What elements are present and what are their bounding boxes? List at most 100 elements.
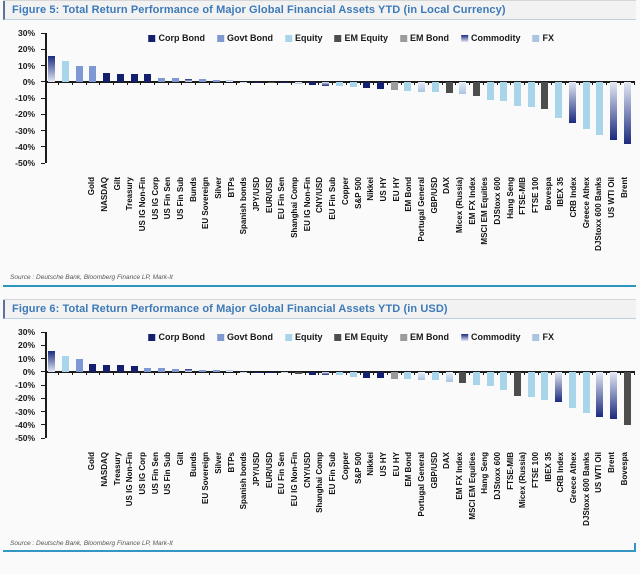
x-axis-label: S&P 500 bbox=[353, 452, 363, 484]
legend-label: FX bbox=[542, 332, 555, 342]
x-axis-tick bbox=[332, 81, 334, 86]
x-axis-label: DJStoxx 600 Banks bbox=[594, 177, 604, 251]
bar bbox=[623, 81, 631, 144]
figure6-section: Figure 6: Total Return Performance of Ma… bbox=[3, 299, 636, 552]
x-axis-tick bbox=[359, 81, 361, 86]
bar bbox=[336, 81, 343, 86]
x-axis-tick bbox=[441, 81, 443, 86]
x-axis-tick bbox=[71, 81, 73, 86]
x-axis-label: DJStoxx 600 bbox=[492, 177, 502, 225]
bar bbox=[431, 81, 439, 93]
source-note: Source : Deutsche Bank, Bloomberg Financ… bbox=[10, 274, 173, 281]
y-axis-tick-label: -30% bbox=[15, 406, 35, 417]
bar bbox=[445, 371, 453, 383]
y-axis-tick-label: 20% bbox=[17, 44, 35, 54]
legend-item: EM Bond bbox=[400, 332, 449, 342]
x-axis-label: EM FX Index bbox=[467, 177, 477, 225]
bar bbox=[48, 350, 56, 372]
bar bbox=[555, 81, 563, 118]
y-axis-tick bbox=[41, 65, 45, 66]
legend-item: EM Equity bbox=[334, 33, 389, 43]
y-axis-tick bbox=[41, 113, 45, 115]
bar bbox=[418, 371, 426, 380]
x-axis-label: US IG Non-Fin bbox=[125, 452, 135, 507]
x-axis-label: US IG Corp bbox=[150, 177, 160, 220]
y-axis-tick bbox=[41, 358, 45, 359]
x-axis-label: CRB Index bbox=[556, 452, 566, 493]
legend-swatch-em-equity bbox=[334, 333, 342, 341]
x-axis-label: MSCI EM Equities bbox=[480, 177, 490, 245]
x-axis-label: EM Bond bbox=[404, 177, 414, 212]
y-axis-tick bbox=[41, 130, 45, 131]
x-axis-label: IBEX 35 bbox=[543, 452, 553, 482]
x-axis-labels: Gold NASDAQ Treasury US IG Non-Fin US IG Cor… bbox=[87, 451, 632, 537]
y-axis-tick bbox=[41, 162, 45, 164]
x-axis-label: EU Sovereign bbox=[201, 452, 211, 505]
bar bbox=[226, 80, 234, 82]
bar bbox=[500, 371, 508, 391]
x-axis-tick bbox=[510, 371, 512, 376]
bar bbox=[199, 79, 207, 82]
x-axis-label: Silver bbox=[214, 452, 224, 474]
x-axis-tick bbox=[386, 371, 388, 376]
legend-label: Govt Bond bbox=[226, 33, 273, 43]
x-axis-tick bbox=[263, 371, 265, 376]
x-axis-tick bbox=[44, 371, 46, 376]
x-axis-label: NASDAQ bbox=[100, 452, 109, 487]
bar bbox=[185, 369, 193, 372]
bar bbox=[281, 371, 289, 374]
y-axis-tick-label: 10% bbox=[17, 60, 35, 71]
bar bbox=[253, 371, 261, 373]
x-axis-label: Portugal General bbox=[416, 452, 426, 517]
x-axis-label: US Fin Sen bbox=[163, 177, 173, 220]
x-axis-tick bbox=[373, 81, 375, 86]
bar bbox=[62, 61, 70, 82]
legend-item: Commodity bbox=[461, 33, 521, 43]
bar bbox=[472, 371, 480, 385]
x-axis-tick bbox=[578, 81, 580, 86]
legend-swatch-govt-bond bbox=[216, 333, 224, 341]
bar bbox=[226, 370, 234, 372]
x-axis-tick bbox=[222, 81, 224, 86]
y-axis-tick bbox=[41, 424, 45, 426]
x-axis-tick bbox=[619, 371, 621, 376]
bar bbox=[212, 370, 220, 372]
x-axis-label: GBP/USD bbox=[429, 452, 439, 489]
x-axis-label: NASDAQ bbox=[100, 177, 109, 212]
y-axis-tick bbox=[41, 371, 45, 373]
x-axis-label: Gold bbox=[87, 177, 97, 196]
bar bbox=[500, 81, 508, 102]
x-axis-tick bbox=[304, 81, 306, 86]
x-axis-label: US HY bbox=[378, 177, 388, 202]
x-axis-tick bbox=[99, 81, 101, 86]
x-axis-tick bbox=[606, 371, 608, 376]
x-axis-label: US Fin Sub bbox=[176, 177, 186, 220]
x-axis-label: EU Fin Sub bbox=[328, 452, 338, 495]
x-axis-tick bbox=[291, 371, 293, 376]
legend-swatch-corp-bond bbox=[148, 333, 156, 341]
legend-label: EM Equity bbox=[344, 33, 389, 43]
bar bbox=[75, 65, 83, 82]
bar bbox=[445, 81, 453, 94]
x-axis-tick bbox=[469, 81, 471, 86]
legend-swatch-fx bbox=[532, 333, 540, 341]
x-axis-tick bbox=[277, 371, 279, 376]
x-axis-label: FTSE 100 bbox=[530, 452, 540, 489]
plot-area: Corp Bond Govt Bond Equity EM Equity EM Bond… bbox=[41, 331, 635, 439]
x-axis-tick bbox=[249, 81, 251, 86]
bar bbox=[349, 371, 357, 377]
x-axis-label: Hang Seng bbox=[505, 177, 515, 219]
x-axis-tick bbox=[633, 81, 635, 86]
bar bbox=[568, 371, 576, 408]
legend-label: Govt Bond bbox=[226, 332, 273, 342]
bar bbox=[459, 371, 467, 383]
x-axis-tick bbox=[482, 371, 484, 376]
x-axis-tick bbox=[58, 371, 60, 376]
bar bbox=[377, 81, 385, 90]
bar bbox=[582, 371, 590, 413]
x-axis-label: Bunds bbox=[188, 452, 198, 477]
y-axis-tick bbox=[41, 97, 45, 99]
x-axis-label: Copper bbox=[340, 177, 350, 205]
x-axis-tick bbox=[181, 371, 183, 376]
y-axis-tick bbox=[41, 32, 45, 34]
